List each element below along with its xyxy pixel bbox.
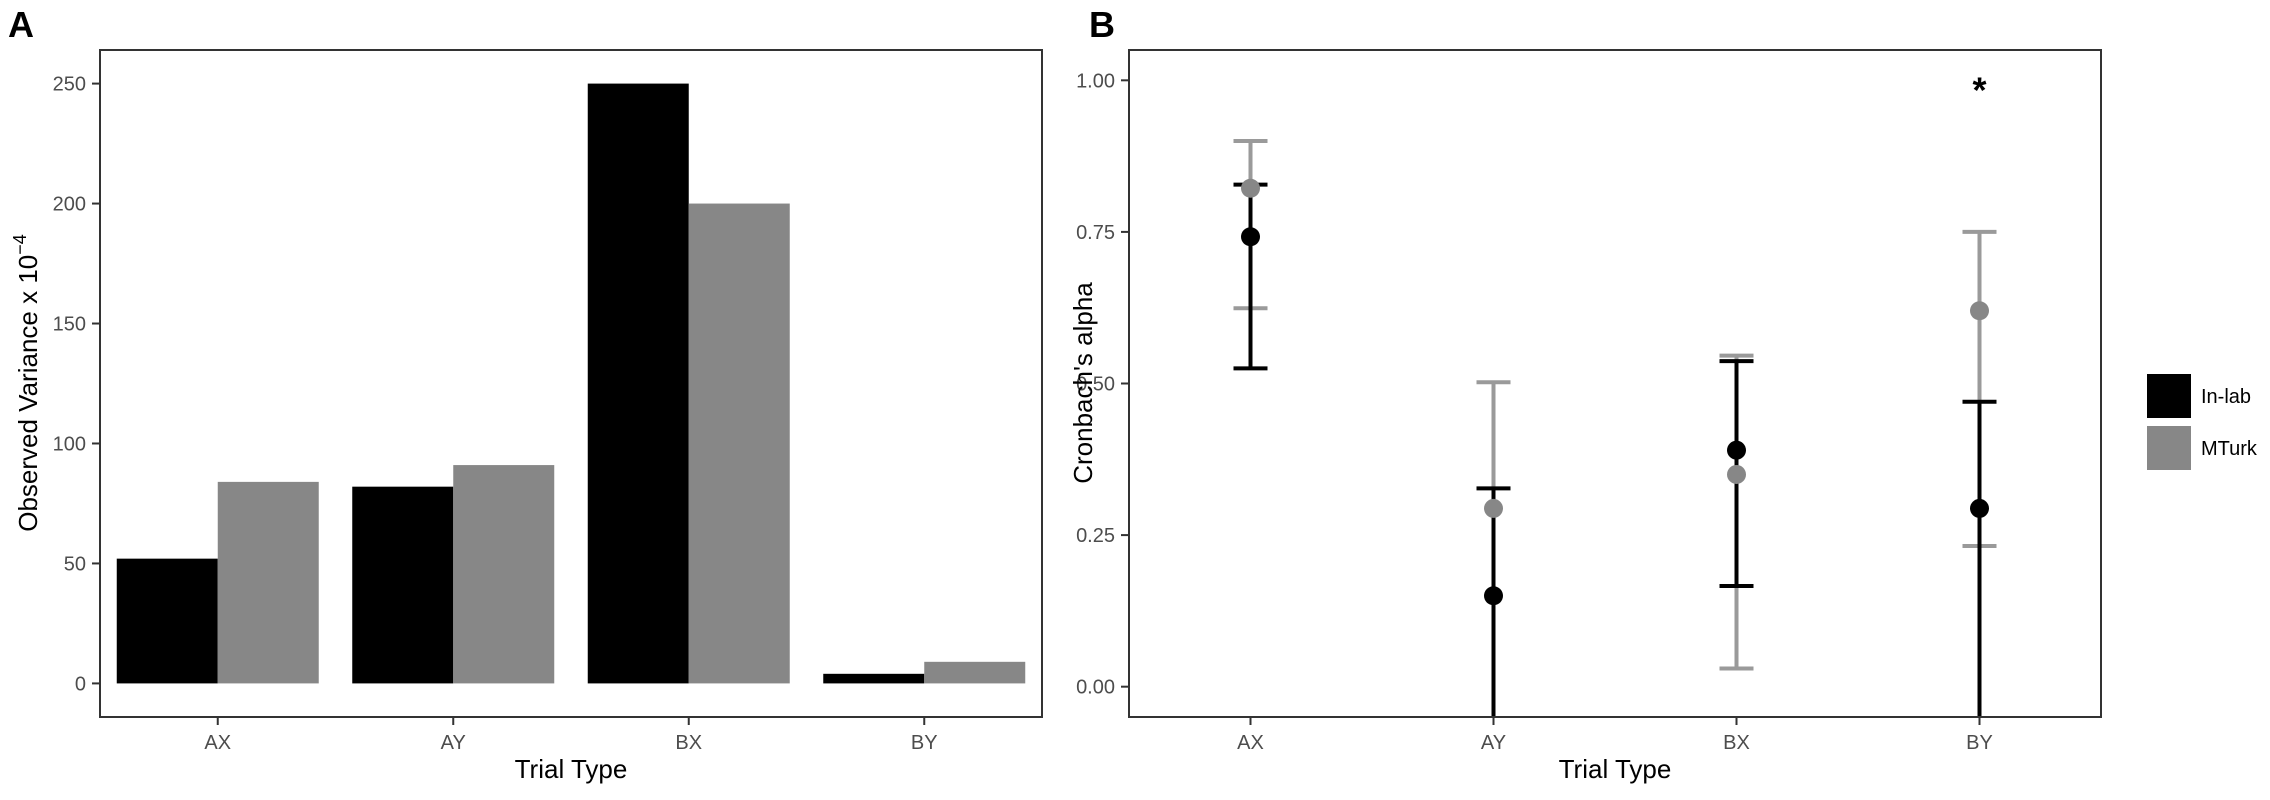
panel-a-y-title-exponent: −4	[10, 234, 30, 255]
bar-mturk-ax	[217, 481, 319, 684]
y-tick-label: 100	[53, 433, 86, 455]
panel-b-frame	[1128, 49, 2102, 718]
panel-a-y-title-text: Observed Variance x 10	[13, 255, 43, 532]
y-tick-label: 0.50	[1076, 374, 1115, 396]
y-tick-label: 250	[53, 74, 86, 96]
legend: In-lab MTurk	[2147, 374, 2258, 470]
panel-a-frame	[99, 49, 1043, 718]
bar-inlab-ax	[116, 558, 218, 684]
x-tick-label: BX	[675, 732, 702, 754]
panel-b-y-axis: 0.00 0.25 0.50 0.75 1.00	[1076, 70, 1129, 699]
panel-a-bars	[116, 83, 1026, 684]
y-tick-label: 0.25	[1076, 525, 1115, 547]
y-tick-label: 150	[53, 314, 86, 336]
x-tick-label: BY	[911, 732, 938, 754]
bar-mturk-ay	[453, 465, 555, 684]
x-tick-label: AX	[204, 732, 231, 754]
x-tick-label: BX	[1723, 732, 1750, 754]
bar-mturk-by	[924, 661, 1026, 684]
panel-b-y-title: Cronbach's alpha	[1068, 282, 1098, 484]
point-mturk-by	[1970, 301, 1989, 321]
y-tick-label: 0.75	[1076, 222, 1115, 244]
x-tick-label: AY	[1481, 732, 1506, 754]
y-tick-label: 1.00	[1076, 70, 1115, 92]
bar-inlab-bx	[587, 83, 689, 684]
x-tick-label: AX	[1237, 732, 1264, 754]
panel-b: B * 0.00 0.25 0.50 0.75 1.00 AX AY BX BY Trial …	[1068, 4, 2258, 784]
legend-swatch-inlab	[2147, 374, 2191, 418]
point-inlab-ay	[1484, 586, 1503, 606]
y-tick-label: 0	[75, 673, 86, 695]
bar-mturk-bx	[688, 203, 790, 684]
point-inlab-ax	[1241, 227, 1260, 247]
legend-swatch-mturk	[2147, 426, 2191, 470]
panel-b-x-axis: AX AY BX BY	[1237, 717, 1993, 754]
legend-label-mturk: MTurk	[2201, 438, 2258, 460]
y-tick-label: 50	[64, 553, 86, 575]
significance-annotation: *	[1972, 69, 1986, 110]
panel-b-letter: B	[1089, 4, 1115, 45]
panel-b-marks: *	[1233, 69, 1997, 717]
point-mturk-bx	[1727, 464, 1746, 484]
panel-b-x-title: Trial Type	[1559, 754, 1672, 784]
panel-a-x-axis: AX AY BX BY	[204, 717, 938, 754]
panel-a-x-title: Trial Type	[515, 754, 628, 784]
x-tick-label: AY	[441, 732, 466, 754]
panel-a-letter: A	[8, 4, 34, 45]
y-tick-label: 200	[53, 194, 86, 216]
point-mturk-ay	[1484, 498, 1503, 518]
panel-a-y-title: Observed Variance x 10−4	[10, 234, 43, 532]
panel-a: A 0 50 100 150 200 250 AX AY BX BY Trial Type Ob…	[8, 4, 1043, 784]
y-tick-label: 0.00	[1076, 677, 1115, 699]
legend-label-inlab: In-lab	[2201, 386, 2251, 408]
panel-a-y-axis: 0 50 100 150 200 250	[53, 74, 100, 695]
bar-inlab-ay	[352, 486, 454, 684]
x-tick-label: BY	[1966, 732, 1993, 754]
point-mturk-ax	[1241, 178, 1260, 198]
bar-inlab-by	[823, 673, 925, 684]
point-inlab-by	[1970, 498, 1989, 518]
point-inlab-bx	[1727, 440, 1746, 460]
